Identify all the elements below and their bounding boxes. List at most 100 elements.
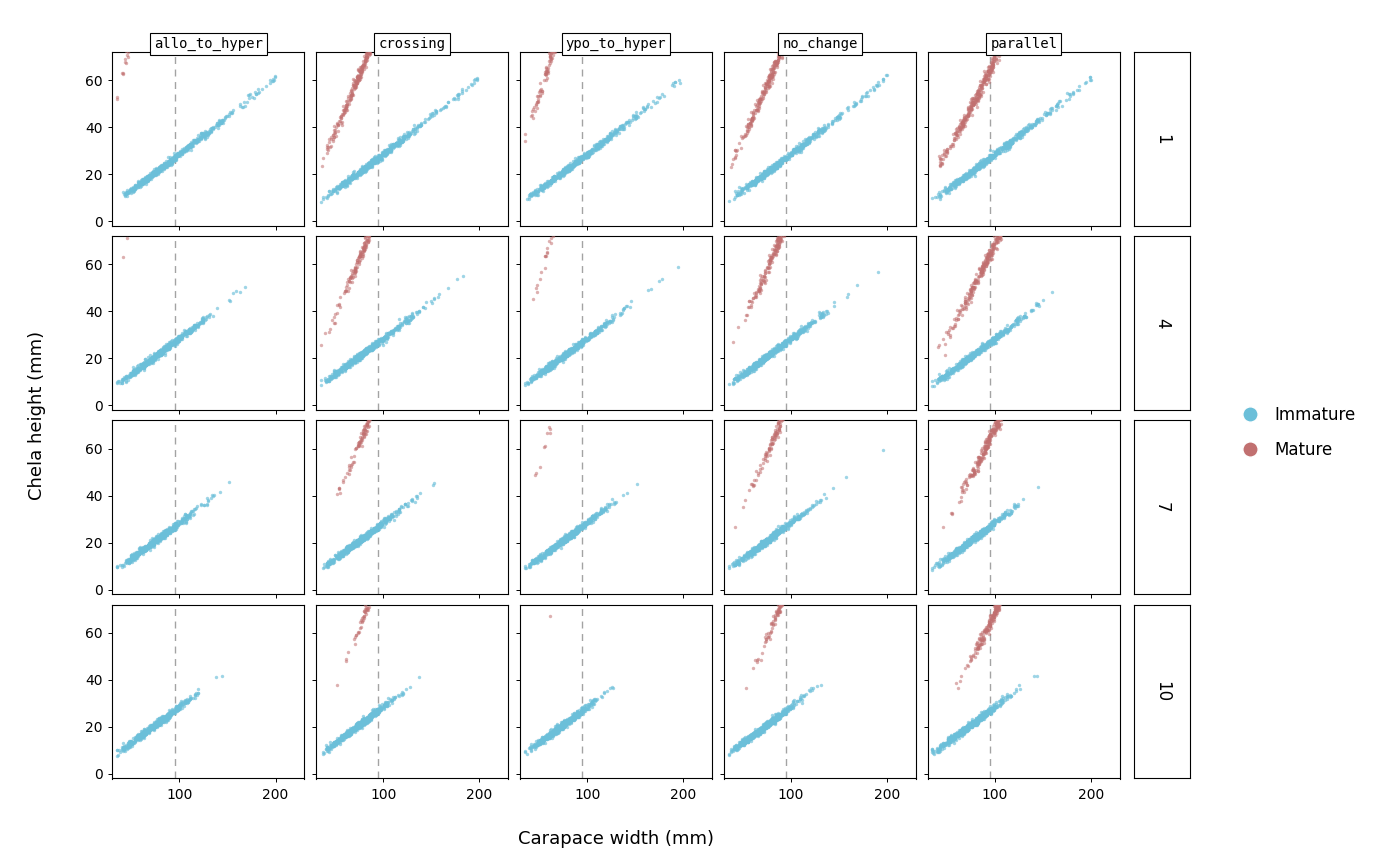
Point <box>755 272 777 286</box>
Point <box>778 576 801 590</box>
Point <box>587 434 609 448</box>
Point <box>755 351 777 365</box>
Point <box>787 1 809 15</box>
Point <box>963 533 986 547</box>
Point <box>815 491 837 505</box>
Point <box>340 356 363 369</box>
Point <box>630 105 652 119</box>
Point <box>769 42 791 55</box>
Point <box>588 433 610 447</box>
Point <box>357 234 379 247</box>
Point <box>340 725 363 739</box>
Point <box>574 519 596 533</box>
Point <box>116 43 139 57</box>
Point <box>553 8 575 22</box>
Point <box>972 526 994 540</box>
Point <box>209 116 231 130</box>
Point <box>122 364 144 378</box>
Point <box>952 539 974 553</box>
Point <box>375 514 398 528</box>
Point <box>556 367 578 381</box>
Point <box>972 712 994 726</box>
Point <box>1079 205 1102 219</box>
Point <box>419 247 441 260</box>
Point <box>344 351 367 365</box>
Point <box>164 164 186 178</box>
Point <box>365 704 388 718</box>
Point <box>553 719 575 733</box>
Point <box>1002 16 1025 30</box>
Point <box>1025 146 1047 160</box>
Point <box>753 535 776 548</box>
Point <box>602 313 624 327</box>
Point <box>377 511 399 525</box>
Point <box>158 522 181 536</box>
Point <box>119 550 141 564</box>
Point <box>521 741 543 755</box>
Point <box>581 279 603 292</box>
Point <box>1005 562 1028 576</box>
Point <box>175 95 197 109</box>
Point <box>554 531 577 545</box>
Point <box>778 577 801 591</box>
Point <box>353 345 375 359</box>
Point <box>762 528 784 541</box>
Point <box>157 341 179 355</box>
Point <box>610 161 633 175</box>
Point <box>594 40 616 54</box>
Point <box>190 7 213 21</box>
Point <box>629 94 651 108</box>
Point <box>587 65 609 79</box>
Point <box>766 238 788 252</box>
Point <box>221 0 244 11</box>
Point <box>1009 368 1032 381</box>
Point <box>938 366 960 380</box>
Point <box>588 438 610 452</box>
Point <box>613 150 636 163</box>
Point <box>970 259 993 272</box>
Point <box>963 161 986 175</box>
Point <box>333 546 356 560</box>
Point <box>599 389 622 403</box>
Point <box>757 348 780 362</box>
Point <box>960 350 983 364</box>
Point <box>193 165 216 179</box>
Point <box>396 127 419 141</box>
Point <box>365 22 388 36</box>
Point <box>596 315 619 329</box>
Point <box>538 542 560 556</box>
Point <box>773 218 795 232</box>
Point <box>127 176 150 189</box>
Point <box>417 251 440 265</box>
Point <box>365 204 388 218</box>
Point <box>781 14 804 28</box>
Point <box>323 367 346 381</box>
Point <box>172 116 195 130</box>
Point <box>977 704 1000 718</box>
Point <box>585 256 608 270</box>
Point <box>165 154 188 168</box>
Point <box>356 161 378 175</box>
Point <box>332 547 354 561</box>
Point <box>755 720 777 734</box>
Point <box>367 202 389 215</box>
Point <box>783 143 805 157</box>
Point <box>757 534 780 548</box>
Point <box>328 181 350 195</box>
Point <box>342 76 364 90</box>
Point <box>343 355 365 368</box>
Point <box>948 360 970 374</box>
Point <box>155 400 178 413</box>
Point <box>960 720 983 734</box>
Point <box>133 358 155 372</box>
Point <box>577 332 599 346</box>
Point <box>518 740 540 753</box>
Point <box>346 536 368 550</box>
Point <box>161 174 183 188</box>
Point <box>167 330 189 343</box>
Point <box>333 176 356 190</box>
Point <box>137 356 160 369</box>
Point <box>606 174 629 188</box>
Point <box>407 95 430 109</box>
Point <box>157 197 179 211</box>
